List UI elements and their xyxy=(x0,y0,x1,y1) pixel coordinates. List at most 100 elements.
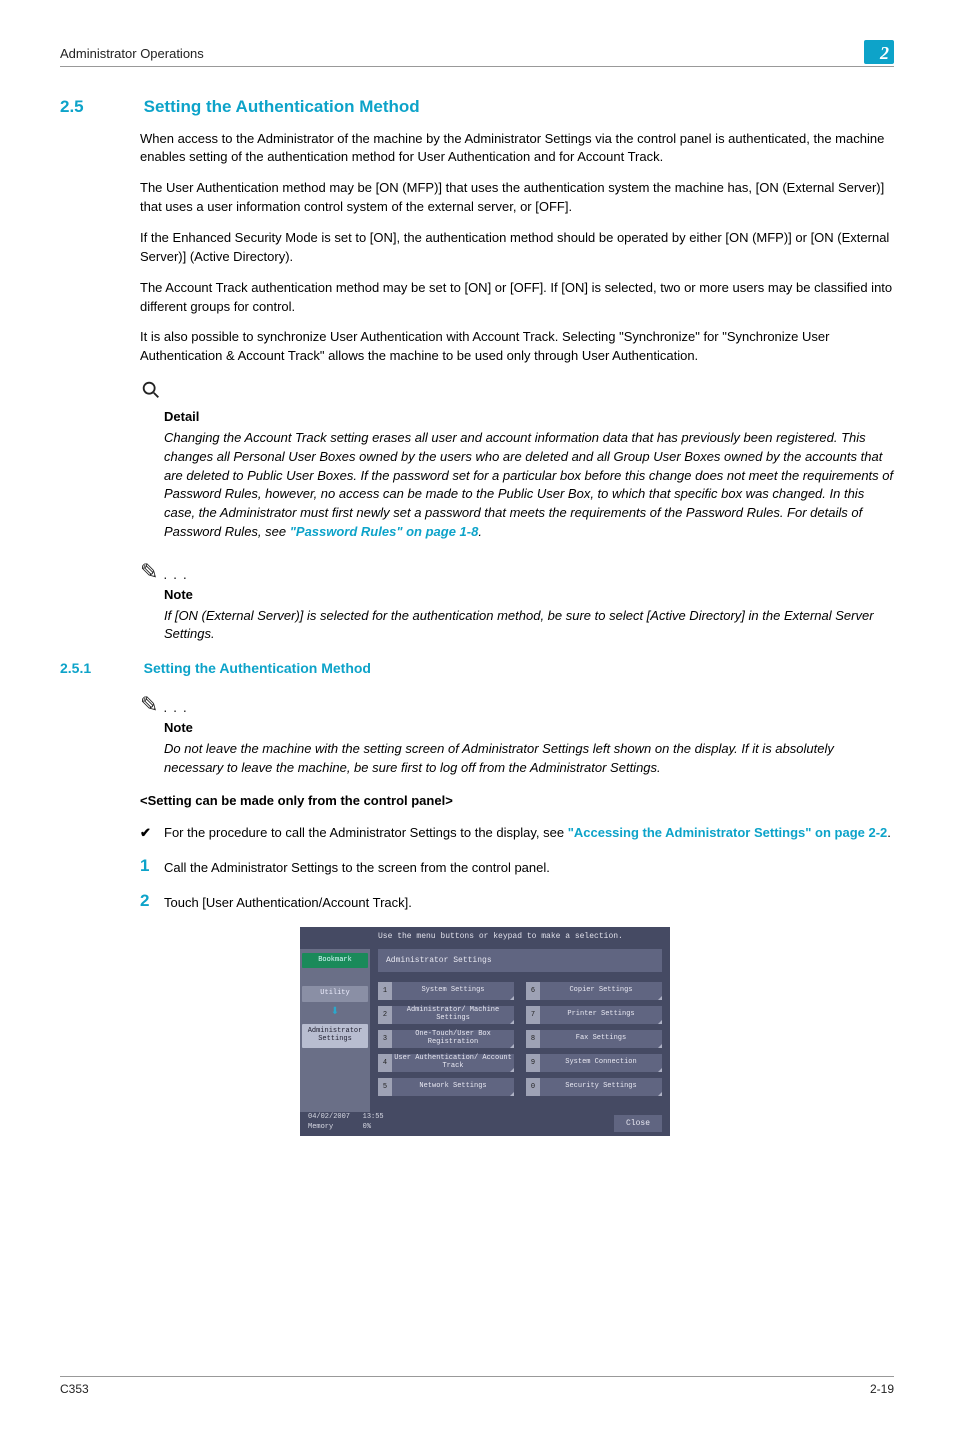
magnifier-icon xyxy=(140,381,162,406)
subsection-number: 2.5.1 xyxy=(60,658,140,678)
note-callout: ✎ . . . xyxy=(140,689,894,721)
bullet-body: For the procedure to call the Administra… xyxy=(164,824,891,843)
detail-callout xyxy=(140,378,894,410)
footer-model: C353 xyxy=(60,1381,89,1398)
body-paragraph: If the Enhanced Security Mode is set to … xyxy=(140,229,894,267)
panel-memory-label: Memory xyxy=(308,1123,333,1131)
menu-column-left: 1System Settings2Administrator/ Machine … xyxy=(378,982,514,1096)
corner-icon xyxy=(658,996,662,1000)
pencil-icon: ✎ . . . xyxy=(140,692,188,717)
corner-icon xyxy=(658,1044,662,1048)
menu-button[interactable]: 5Network Settings xyxy=(378,1078,514,1096)
menu-button-number: 1 xyxy=(378,982,392,1000)
detail-body: Changing the Account Track setting erase… xyxy=(164,429,894,542)
admin-settings-tab[interactable]: Administrator Settings xyxy=(302,1024,368,1047)
menu-button-label: Printer Settings xyxy=(540,1006,662,1024)
menu-button-number: 9 xyxy=(526,1054,540,1072)
check-bullet: ✔ For the procedure to call the Administ… xyxy=(140,824,894,843)
menu-button-label: System Settings xyxy=(392,982,514,1000)
note-label: Note xyxy=(164,719,894,738)
note-body: Do not leave the machine with the settin… xyxy=(164,740,894,778)
detail-label: Detail xyxy=(164,408,894,427)
menu-button[interactable]: 1System Settings xyxy=(378,982,514,1000)
corner-icon xyxy=(658,1092,662,1096)
menu-button-label: Security Settings xyxy=(540,1078,662,1096)
page-header: Administrator Operations 2 xyxy=(60,40,894,67)
menu-button-label: One-Touch/User Box Registration xyxy=(392,1030,514,1048)
step-row: 2 Touch [User Authentication/Account Tra… xyxy=(140,892,894,913)
panel-time: 13:55 xyxy=(363,1113,384,1121)
bullet-text-end: . xyxy=(887,825,891,840)
corner-icon xyxy=(510,1068,514,1072)
corner-icon xyxy=(510,1020,514,1024)
subsection-heading: 2.5.1 Setting the Authentication Method xyxy=(60,658,894,679)
panel-status: 04/02/2007 13:55 Memory 0% xyxy=(308,1112,384,1132)
menu-column-right: 6Copier Settings7Printer Settings8Fax Se… xyxy=(526,982,662,1096)
menu-button-number: 3 xyxy=(378,1030,392,1048)
menu-button-number: 7 xyxy=(526,1006,540,1024)
menu-button-label: User Authentication/ Account Track xyxy=(392,1054,514,1072)
panel-title: Administrator Settings xyxy=(378,949,662,973)
close-button[interactable]: Close xyxy=(614,1115,662,1133)
step-text: Call the Administrator Settings to the s… xyxy=(164,857,894,878)
corner-icon xyxy=(658,1068,662,1072)
menu-button-number: 4 xyxy=(378,1054,392,1072)
body-paragraph: When access to the Administrator of the … xyxy=(140,130,894,168)
panel-restriction-heading: <Setting can be made only from the contr… xyxy=(140,792,894,811)
menu-button-label: System Connection xyxy=(540,1054,662,1072)
panel-memory-value: 0% xyxy=(363,1123,371,1131)
menu-button[interactable]: 6Copier Settings xyxy=(526,982,662,1000)
check-icon: ✔ xyxy=(140,824,164,843)
menu-button-label: Copier Settings xyxy=(540,982,662,1000)
menu-button[interactable]: 4User Authentication/ Account Track xyxy=(378,1054,514,1072)
step-number: 1 xyxy=(140,857,164,876)
control-panel-screenshot: Use the menu buttons or keypad to make a… xyxy=(300,927,670,1136)
menu-button-label: Fax Settings xyxy=(540,1030,662,1048)
page-footer: C353 2-19 xyxy=(60,1376,894,1398)
note-body: If [ON (External Server)] is selected fo… xyxy=(164,607,894,645)
corner-icon xyxy=(510,996,514,1000)
note-label: Note xyxy=(164,586,894,605)
step-row: 1 Call the Administrator Settings to the… xyxy=(140,857,894,878)
bookmark-tab[interactable]: Bookmark xyxy=(302,953,368,969)
accessing-admin-link[interactable]: "Accessing the Administrator Settings" o… xyxy=(568,825,888,840)
menu-button-label: Administrator/ Machine Settings xyxy=(392,1006,514,1024)
utility-tab[interactable]: Utility xyxy=(302,986,368,1002)
detail-text-end: . xyxy=(478,524,482,539)
bullet-text: For the procedure to call the Administra… xyxy=(164,825,568,840)
step-number: 2 xyxy=(140,892,164,911)
password-rules-link[interactable]: "Password Rules" on page 1-8 xyxy=(290,524,479,539)
menu-button[interactable]: 2Administrator/ Machine Settings xyxy=(378,1006,514,1024)
corner-icon xyxy=(658,1020,662,1024)
chapter-badge: 2 xyxy=(864,40,894,64)
note-callout: ✎ . . . xyxy=(140,556,894,588)
corner-icon xyxy=(510,1044,514,1048)
menu-button-number: 6 xyxy=(526,982,540,1000)
footer-page-number: 2-19 xyxy=(870,1381,894,1398)
menu-button[interactable]: 3One-Touch/User Box Registration xyxy=(378,1030,514,1048)
panel-date: 04/02/2007 xyxy=(308,1113,350,1121)
detail-text: Changing the Account Track setting erase… xyxy=(164,430,893,539)
section-number: 2.5 xyxy=(60,95,140,120)
subsection-title: Setting the Authentication Method xyxy=(144,658,371,678)
body-paragraph: It is also possible to synchronize User … xyxy=(140,328,894,366)
menu-button-number: 8 xyxy=(526,1030,540,1048)
panel-sidebar: Bookmark Utility ⬇ Administrator Setting… xyxy=(300,949,370,1113)
corner-icon xyxy=(510,1092,514,1096)
step-text: Touch [User Authentication/Account Track… xyxy=(164,892,894,913)
section-heading: 2.5 Setting the Authentication Method xyxy=(60,95,894,120)
menu-button[interactable]: 0Security Settings xyxy=(526,1078,662,1096)
panel-instruction: Use the menu buttons or keypad to make a… xyxy=(300,927,670,949)
section-title: Setting the Authentication Method xyxy=(144,95,420,120)
body-paragraph: The User Authentication method may be [O… xyxy=(140,179,894,217)
body-paragraph: The Account Track authentication method … xyxy=(140,279,894,317)
menu-button[interactable]: 8Fax Settings xyxy=(526,1030,662,1048)
menu-button-number: 5 xyxy=(378,1078,392,1096)
menu-button[interactable]: 7Printer Settings xyxy=(526,1006,662,1024)
breadcrumb: Administrator Operations xyxy=(60,45,204,64)
menu-button-label: Network Settings xyxy=(392,1078,514,1096)
menu-button-number: 2 xyxy=(378,1006,392,1024)
menu-button-number: 0 xyxy=(526,1078,540,1096)
menu-button[interactable]: 9System Connection xyxy=(526,1054,662,1072)
pencil-icon: ✎ . . . xyxy=(140,559,188,584)
